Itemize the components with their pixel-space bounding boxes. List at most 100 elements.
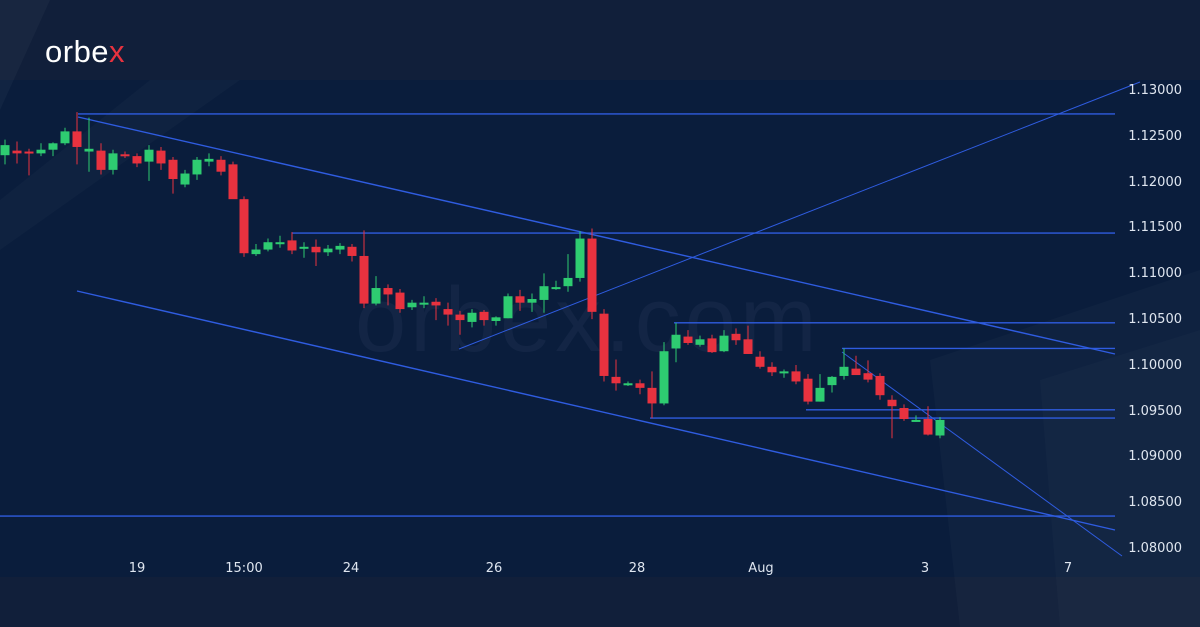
time-tick-label: 15:00	[225, 561, 263, 576]
bullish-candle	[192, 157, 202, 180]
bullish-candle	[407, 299, 417, 311]
time-tick-label: 28	[628, 561, 646, 576]
bullish-candle	[0, 139, 10, 165]
bearish-candle	[731, 328, 741, 345]
bullish-candle	[108, 149, 118, 175]
bearish-candle	[755, 351, 765, 369]
time-tick-label: 3	[920, 561, 930, 576]
price-tick-label: 1.09500	[1128, 403, 1182, 419]
bullish-candle	[827, 375, 837, 393]
bullish-candle	[275, 235, 285, 248]
bullish-candle	[491, 316, 501, 326]
bullish-candle	[48, 142, 58, 157]
bullish-candle	[623, 381, 633, 387]
bearish-candle	[923, 406, 933, 436]
bullish-candle	[695, 335, 705, 347]
bearish-candle	[455, 310, 465, 335]
bearish-candle	[611, 359, 621, 391]
time-tick-label: 24	[342, 561, 360, 576]
bearish-candle	[803, 374, 813, 405]
bullish-candle	[180, 169, 190, 188]
bullish-candle	[563, 254, 573, 292]
price-tick-label: 1.09000	[1128, 449, 1182, 465]
price-tick-label: 1.12000	[1128, 174, 1182, 190]
bearish-candle	[899, 404, 909, 421]
bearish-candle	[635, 379, 645, 395]
bullish-candle	[204, 153, 214, 167]
logo-text: orbe	[45, 34, 110, 69]
trend-line[interactable]	[841, 351, 1123, 557]
bearish-candle	[347, 244, 357, 262]
bullish-candle	[251, 244, 261, 256]
bearish-candle	[239, 196, 249, 257]
bearish-candle	[216, 156, 226, 176]
bearish-candle	[479, 310, 489, 326]
price-tick-label: 1.10000	[1128, 357, 1182, 373]
bearish-candle	[767, 362, 777, 376]
bearish-candle	[156, 146, 166, 170]
bearish-candle	[383, 284, 393, 306]
bullish-candle	[60, 127, 70, 146]
bearish-candle	[851, 355, 861, 376]
trend-line[interactable]	[76, 290, 1116, 531]
price-tick-label: 1.12500	[1128, 128, 1182, 144]
trend-line[interactable]	[458, 81, 1141, 350]
bearish-candle	[743, 325, 753, 354]
bearish-candle	[707, 334, 717, 354]
bullish-candle	[467, 309, 477, 328]
bullish-candle	[323, 244, 333, 256]
bullish-candle	[539, 273, 549, 313]
bearish-candle	[168, 157, 178, 194]
price-tick-label: 1.08000	[1128, 541, 1182, 556]
bullish-candle	[815, 374, 825, 402]
bullish-candle	[335, 243, 345, 255]
orbex-logo: orbex	[45, 34, 125, 70]
price-tick-label: 1.13000	[1128, 83, 1182, 98]
bearish-candle	[875, 373, 885, 400]
bullish-candle	[371, 276, 381, 306]
bullish-candle	[144, 145, 154, 181]
time-tick-label: 7	[1063, 561, 1073, 576]
bearish-candle	[72, 112, 82, 165]
bearish-candle	[359, 230, 369, 309]
bearish-candle	[599, 309, 609, 382]
price-tick-label: 1.11500	[1128, 220, 1182, 236]
bullish-candle	[779, 369, 789, 378]
bullish-candle	[911, 415, 921, 422]
price-tick-label: 1.10500	[1128, 312, 1182, 327]
bullish-candle	[935, 417, 945, 439]
bullish-candle	[419, 296, 429, 309]
bearish-candle	[887, 395, 897, 439]
bearish-candle	[120, 151, 130, 158]
bullish-candle	[551, 280, 561, 290]
price-tick-label: 1.08500	[1128, 495, 1182, 511]
bullish-candle	[527, 293, 537, 312]
bearish-candle	[791, 364, 801, 385]
bearish-candle	[395, 288, 405, 313]
bearish-candle	[443, 302, 453, 326]
bullish-candle	[719, 330, 729, 353]
time-tick-label: 26	[485, 561, 503, 576]
bearish-candle	[683, 330, 693, 345]
bearish-candle	[587, 228, 597, 320]
bearish-candle	[287, 232, 297, 255]
time-tick-label: Aug	[748, 561, 774, 576]
bearish-candle	[24, 148, 34, 176]
bearish-candle	[12, 141, 22, 164]
bearish-candle	[647, 371, 657, 419]
bullish-candle	[659, 342, 669, 406]
bearish-candle	[311, 239, 321, 267]
time-tick-label: 19	[128, 561, 146, 576]
trend-line[interactable]	[77, 116, 1116, 355]
bullish-candle	[263, 238, 273, 252]
bullish-candle	[84, 117, 94, 172]
price-tick-label: 1.11000	[1128, 266, 1182, 282]
bullish-candle	[671, 322, 681, 363]
bearish-candle	[228, 161, 238, 200]
watermark: orbex.com	[355, 269, 821, 371]
bearish-candle	[132, 153, 142, 168]
bullish-candle	[503, 293, 513, 319]
bearish-candle	[863, 360, 873, 383]
bearish-candle	[96, 143, 106, 175]
